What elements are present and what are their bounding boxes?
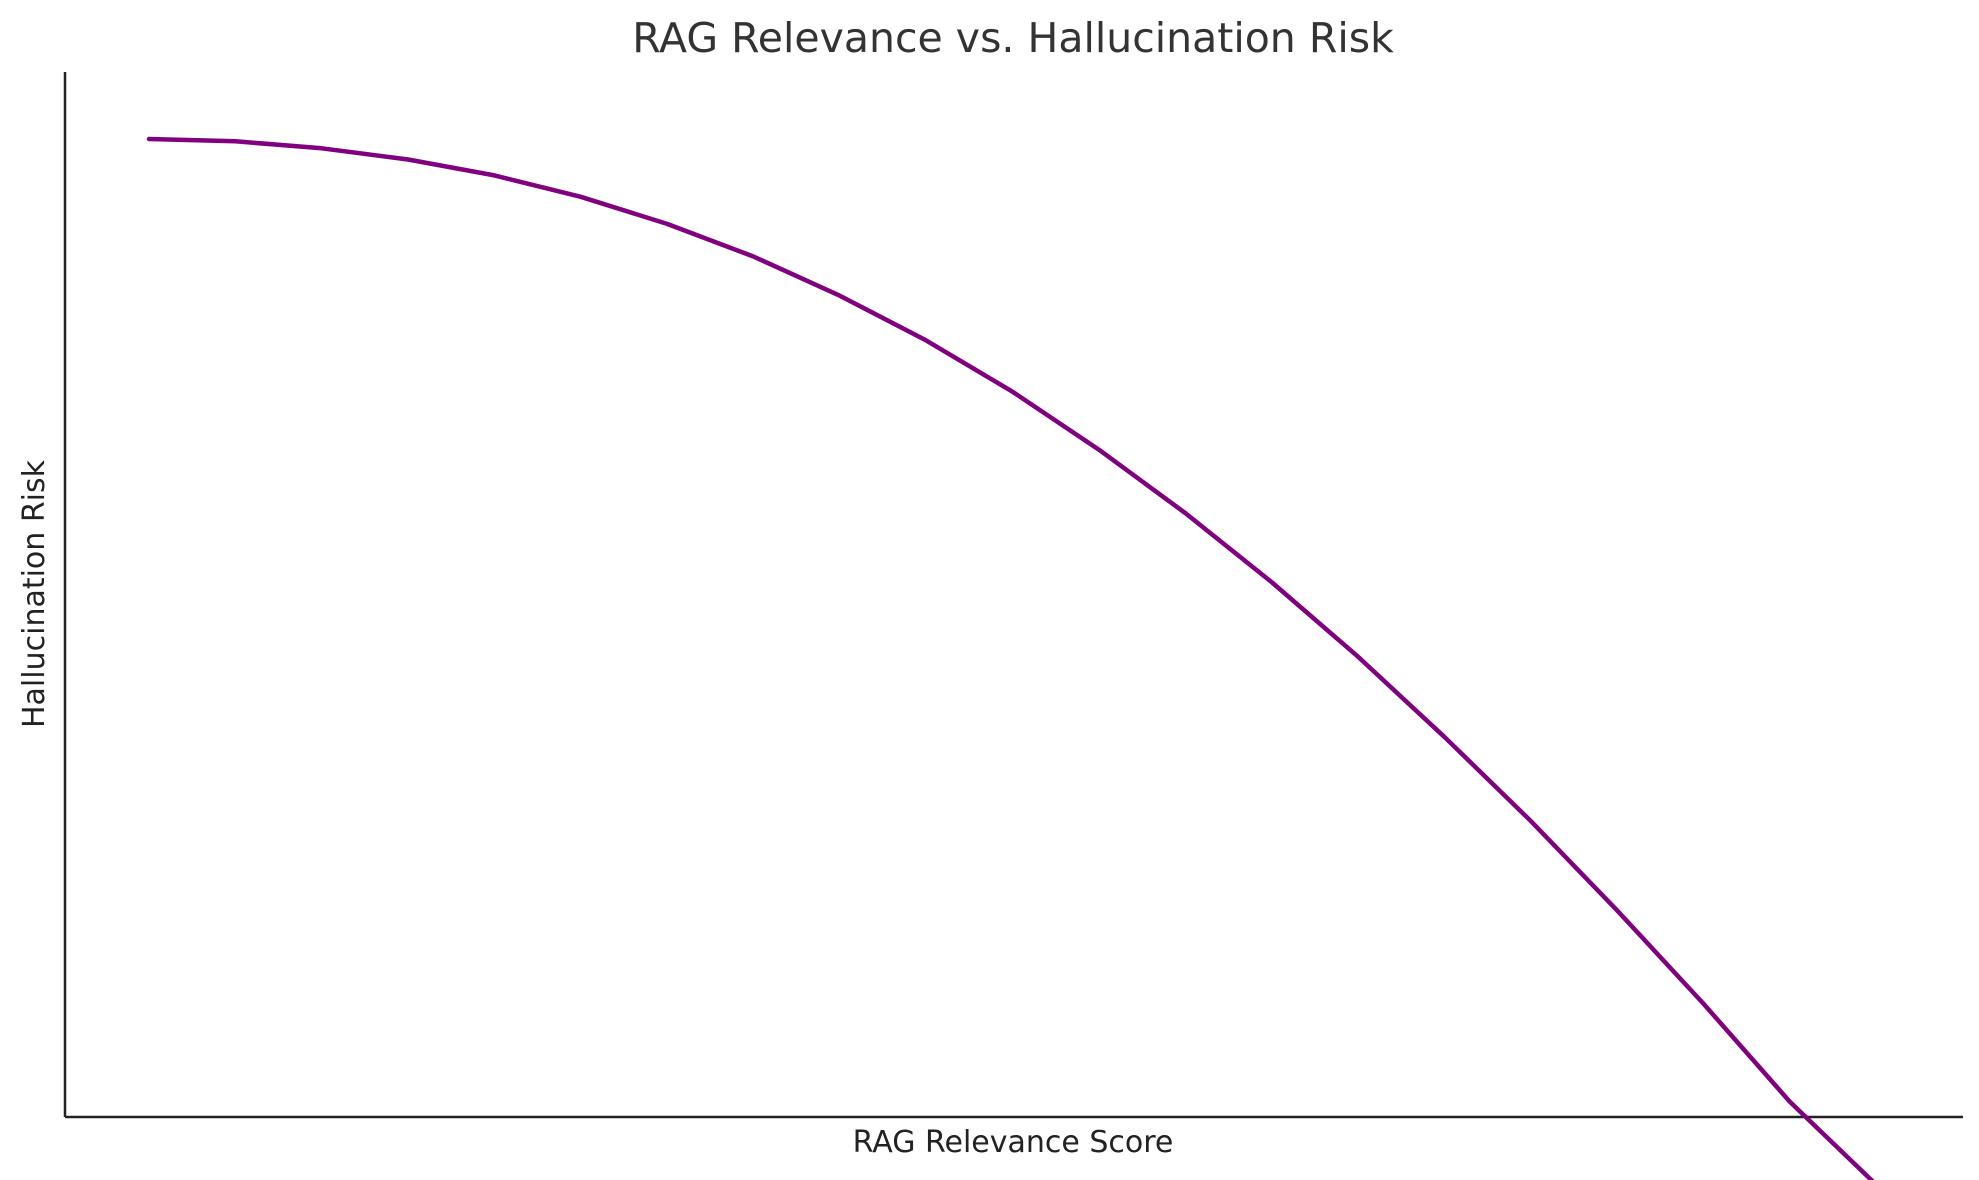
x-axis-label: RAG Relevance Score: [853, 1125, 1174, 1160]
y-axis-label: Hallucination Risk: [17, 459, 52, 728]
chart-title: RAG Relevance vs. Hallucination Risk: [632, 14, 1394, 62]
plot-area: [146, 136, 1875, 1180]
series-line-0: [146, 136, 1875, 1180]
